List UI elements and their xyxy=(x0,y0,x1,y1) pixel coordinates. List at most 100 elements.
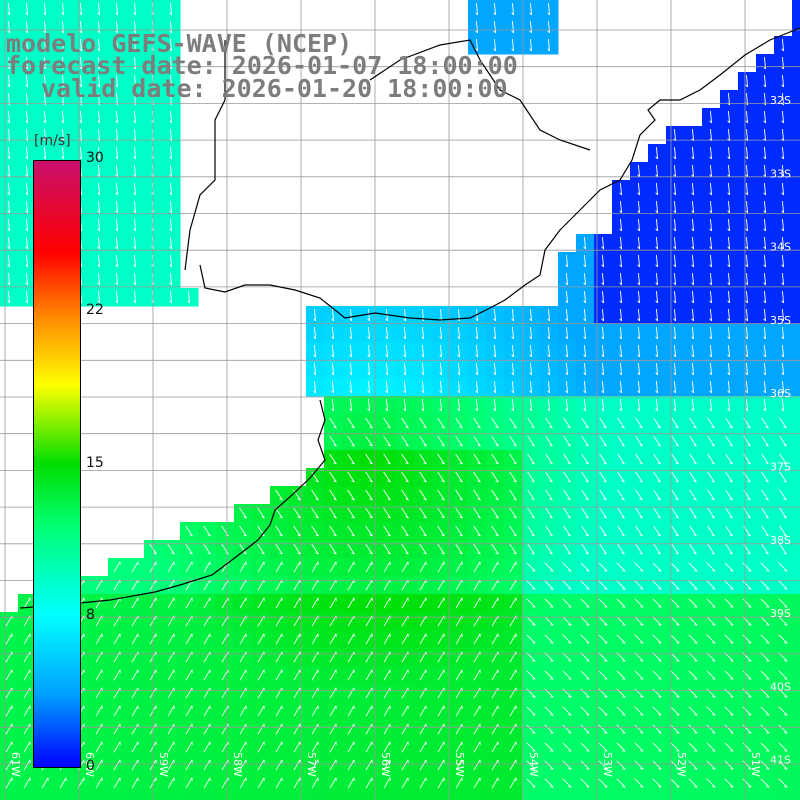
wind-arrow xyxy=(583,380,587,394)
wind-arrow xyxy=(583,272,587,286)
wind-arrow-head xyxy=(493,12,496,16)
wind-arrow xyxy=(475,344,479,358)
wind-arrow xyxy=(670,688,680,698)
wind-arrow xyxy=(329,453,337,465)
wind-arrow-head xyxy=(79,120,82,124)
lon-label: 55W xyxy=(453,752,466,777)
wind-arrow xyxy=(635,489,643,501)
wind-arrow xyxy=(544,778,554,788)
wind-arrow-head xyxy=(730,750,734,752)
wind-arrow xyxy=(634,760,644,770)
wind-arrow-head xyxy=(586,570,590,572)
wind-arrow xyxy=(688,670,698,680)
wind-arrow xyxy=(673,362,677,376)
wind-arrow xyxy=(727,344,731,358)
wind-arrow-head xyxy=(639,462,643,465)
wind-arrow xyxy=(671,507,679,519)
wind-arrow xyxy=(727,308,731,322)
wind-arrow xyxy=(25,200,29,214)
wind-arrow xyxy=(275,525,283,537)
speed-cell xyxy=(162,792,181,800)
wind-arrow-head xyxy=(550,660,554,662)
wind-arrow xyxy=(169,128,173,142)
wind-arrow-head xyxy=(675,426,679,429)
wind-arrow-head xyxy=(763,84,766,88)
wind-arrow-head xyxy=(25,210,28,214)
wind-arrow xyxy=(95,741,103,753)
wind-arrow xyxy=(473,417,481,429)
wind-arrow xyxy=(545,471,553,483)
wind-arrow-head xyxy=(711,480,715,483)
wind-arrow xyxy=(709,308,713,322)
wind-arrow xyxy=(455,723,463,735)
speed-cell xyxy=(468,792,487,800)
wind-arrow xyxy=(23,597,31,609)
wind-arrow-head xyxy=(495,426,499,429)
wind-arrow-head xyxy=(385,354,388,358)
wind-arrow-head xyxy=(133,228,136,232)
wind-arrow xyxy=(781,254,785,268)
wind-arrow-head xyxy=(547,48,550,52)
wind-arrow xyxy=(97,20,101,34)
wind-arrow xyxy=(671,525,679,537)
wind-arrow-head xyxy=(511,408,514,412)
wind-arrow xyxy=(43,74,47,88)
wind-arrow-head xyxy=(169,210,172,214)
wind-arrow xyxy=(133,38,137,52)
wind-arrow-head xyxy=(568,624,572,626)
wind-arrow xyxy=(419,723,427,735)
wind-arrow xyxy=(329,543,337,555)
wind-arrow-head xyxy=(333,426,337,429)
wind-arrow-head xyxy=(43,84,46,88)
speed-cell xyxy=(252,792,271,800)
wind-arrow-head xyxy=(7,48,10,52)
wind-arrow-head xyxy=(385,390,388,394)
wind-arrow-head xyxy=(781,48,784,52)
wind-arrow-head xyxy=(781,210,784,214)
wind-arrow-head xyxy=(655,408,658,412)
wind-arrow-head xyxy=(657,516,661,519)
wind-arrow-head xyxy=(712,606,716,608)
wind-arrow-head xyxy=(783,480,787,483)
wind-arrow xyxy=(688,706,698,716)
wind-arrow-head xyxy=(730,588,734,590)
wind-arrow xyxy=(491,759,499,771)
wind-arrow xyxy=(455,543,463,555)
wind-arrow-head xyxy=(331,336,334,340)
wind-arrow xyxy=(688,598,698,608)
wind-arrow xyxy=(727,380,731,394)
speed-cell xyxy=(792,756,800,775)
wind-arrow xyxy=(526,778,536,788)
wind-arrow-head xyxy=(709,282,712,286)
wind-arrow-head xyxy=(727,336,730,340)
wind-arrow xyxy=(491,597,499,609)
wind-arrow xyxy=(383,633,391,645)
wind-arrow xyxy=(97,38,101,52)
wind-arrow xyxy=(7,128,11,142)
wind-arrow-head xyxy=(25,192,28,196)
wind-arrow-head xyxy=(745,282,748,286)
wind-arrow-head xyxy=(673,264,676,268)
wind-arrow-head xyxy=(495,462,499,465)
wind-arrow-head xyxy=(61,12,64,16)
wind-arrow xyxy=(742,724,752,734)
wind-arrow-head xyxy=(565,264,568,268)
wind-arrow-head xyxy=(658,570,662,572)
wind-arrow xyxy=(619,362,623,376)
wind-arrow xyxy=(545,453,553,465)
wind-arrow xyxy=(493,326,497,340)
wind-arrow xyxy=(133,20,137,34)
wind-arrow-head xyxy=(658,768,662,770)
wind-arrow xyxy=(25,254,29,268)
wind-arrow xyxy=(419,489,427,501)
wind-arrow xyxy=(617,543,625,555)
wind-arrow xyxy=(455,597,463,609)
wind-arrow-head xyxy=(387,552,391,555)
wind-arrow-head xyxy=(513,480,517,483)
wind-arrow xyxy=(311,669,319,681)
wind-arrow xyxy=(239,561,247,573)
wind-arrow xyxy=(131,723,139,735)
wind-arrow-head xyxy=(583,354,586,358)
wind-arrow xyxy=(401,687,409,699)
wind-arrow xyxy=(655,398,659,412)
